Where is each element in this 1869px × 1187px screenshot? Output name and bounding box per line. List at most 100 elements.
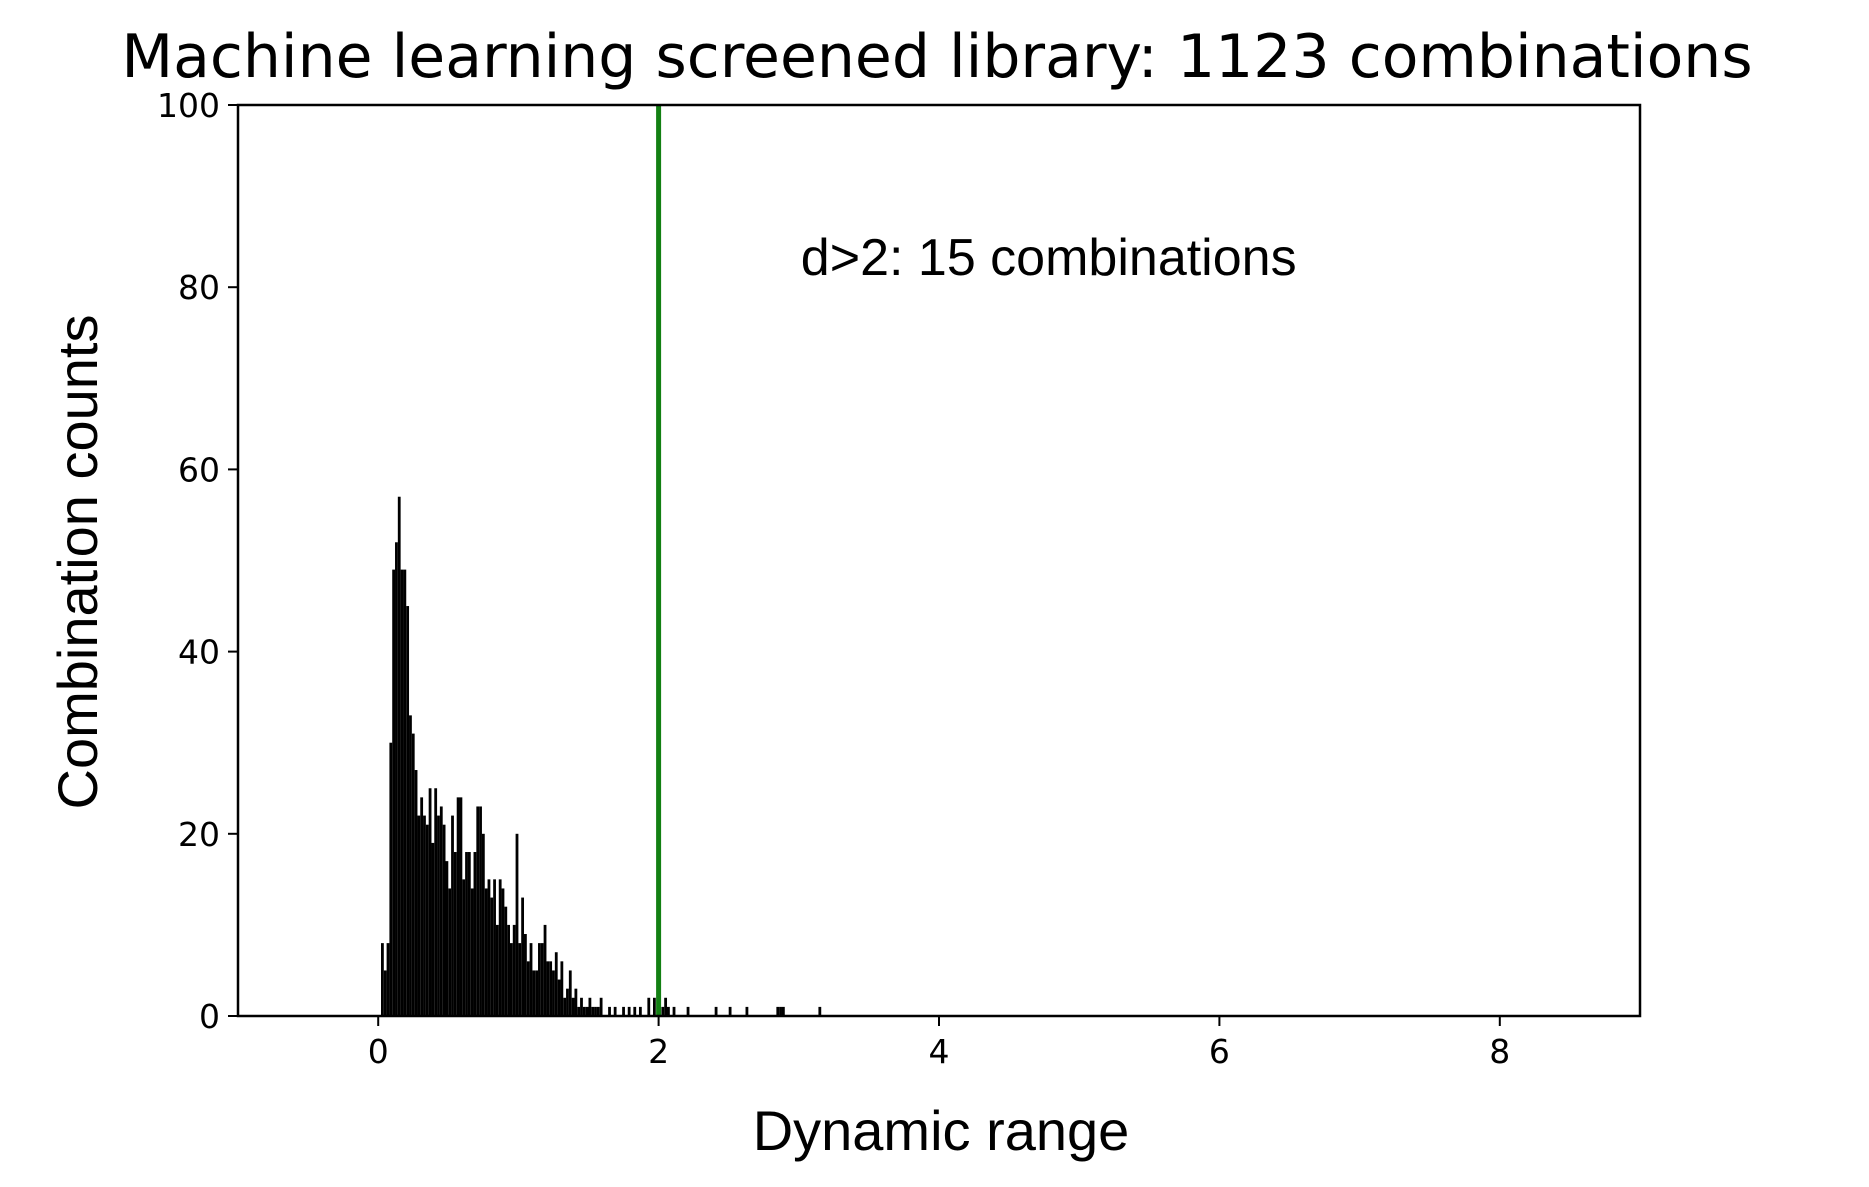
histogram-bar: [434, 788, 438, 1016]
histogram-bar: [781, 1006, 785, 1016]
histogram-bar: [608, 1006, 611, 1016]
histogram-bar: [585, 1006, 589, 1016]
histogram-bar: [779, 1006, 782, 1016]
histogram-bar: [574, 988, 578, 1016]
histogram-bar: [414, 770, 418, 1016]
histogram-bar: [728, 1006, 732, 1016]
histogram-bar: [580, 997, 583, 1016]
histogram-bar: [406, 606, 410, 1016]
histogram-bar: [577, 1006, 581, 1016]
histogram-bar: [409, 715, 412, 1016]
histogram-bar: [622, 1006, 625, 1016]
y-tick-label: 60: [178, 450, 220, 489]
histogram-bar: [557, 979, 561, 1016]
histogram-bar: [538, 943, 541, 1016]
histogram-bar: [473, 852, 477, 1016]
histogram-bar: [664, 997, 668, 1016]
histogram-bar: [439, 806, 443, 1016]
histogram-bar: [535, 970, 539, 1016]
y-tick-label: 20: [178, 815, 220, 854]
histogram-bar: [745, 1006, 749, 1016]
x-axis-label: Dynamic range: [753, 1099, 1130, 1162]
histogram-bar: [776, 1006, 780, 1016]
histogram-bar: [431, 842, 435, 1016]
histogram-bar: [397, 496, 401, 1017]
histogram-bar: [442, 824, 446, 1016]
histogram-bar: [554, 952, 558, 1016]
histogram-bar: [395, 542, 398, 1016]
histogram-bar: [509, 943, 513, 1016]
y-tick-label: 40: [178, 633, 220, 672]
histogram-bar: [381, 943, 384, 1016]
histogram-bar: [627, 1006, 631, 1016]
histogram-bar: [596, 1006, 600, 1016]
histogram-bar: [425, 824, 429, 1016]
histogram-bar: [566, 988, 569, 1016]
histogram-bar: [529, 943, 533, 1016]
histogram-bar: [493, 879, 496, 1016]
y-tick-label: 0: [199, 997, 220, 1036]
histogram-bar: [465, 852, 468, 1016]
histogram-bar: [568, 970, 572, 1016]
histogram-bar: [403, 569, 407, 1016]
histogram-bar: [428, 788, 432, 1016]
histogram-bar: [476, 806, 480, 1016]
histogram-bar: [445, 861, 449, 1016]
histogram-bar: [638, 1006, 642, 1016]
histogram-bar: [448, 888, 452, 1016]
histogram-bar: [467, 852, 471, 1016]
histogram-bar: [389, 742, 393, 1016]
histogram-bar: [594, 1006, 597, 1016]
histogram-bar: [487, 879, 491, 1016]
histogram-bar: [543, 924, 547, 1016]
histogram-bar: [582, 1006, 586, 1016]
histogram-bar: [714, 1006, 718, 1016]
histogram-bar: [613, 1006, 617, 1016]
histogram-bar: [521, 897, 525, 1016]
histogram-bar: [532, 970, 536, 1016]
histogram-bar: [383, 970, 387, 1016]
histogram-bar: [563, 997, 567, 1016]
histogram-bar: [549, 961, 553, 1016]
histogram-bars: [381, 496, 822, 1017]
histogram-bar: [470, 888, 474, 1016]
histogram-bar: [484, 888, 488, 1016]
histogram-bar: [591, 1006, 595, 1016]
histogram-bar: [686, 1006, 690, 1016]
x-axis-ticks: 0 2 4 6 8: [368, 1016, 1510, 1071]
histogram-bar: [560, 961, 564, 1016]
histogram-bar: [540, 943, 544, 1016]
histogram-bar: [633, 1006, 637, 1016]
histogram-bar: [437, 815, 440, 1016]
histogram-bar: [599, 997, 603, 1016]
histogram-bar: [588, 997, 592, 1016]
histogram-bar: [515, 833, 519, 1016]
histogram-bar: [546, 961, 550, 1016]
histogram-bar: [423, 815, 426, 1016]
histogram-bar: [481, 833, 485, 1016]
y-tick-label: 100: [157, 86, 220, 125]
histogram-bar: [652, 997, 656, 1016]
histogram-bar: [386, 943, 390, 1016]
histogram-bar: [459, 797, 463, 1016]
histogram-bar: [504, 906, 508, 1016]
histogram-bar: [456, 797, 460, 1016]
histogram-bar: [526, 961, 530, 1016]
histogram-bar: [512, 924, 516, 1016]
histogram-bar: [524, 934, 527, 1016]
x-tick-label: 2: [648, 1032, 669, 1071]
histogram-bar: [420, 797, 424, 1016]
histogram-bar: [453, 852, 457, 1016]
x-tick-label: 6: [1209, 1032, 1230, 1071]
x-tick-label: 8: [1489, 1032, 1510, 1071]
histogram-bar: [661, 1006, 665, 1016]
histogram-bar: [495, 924, 499, 1016]
histogram-bar: [818, 1006, 822, 1016]
histogram-bar: [392, 569, 396, 1016]
y-axis-ticks: 0 20 40 60 80 100: [157, 86, 238, 1036]
histogram-bar: [498, 879, 502, 1016]
histogram-bar: [667, 1006, 670, 1016]
histogram-bar: [552, 970, 555, 1016]
histogram-bar: [647, 997, 651, 1016]
